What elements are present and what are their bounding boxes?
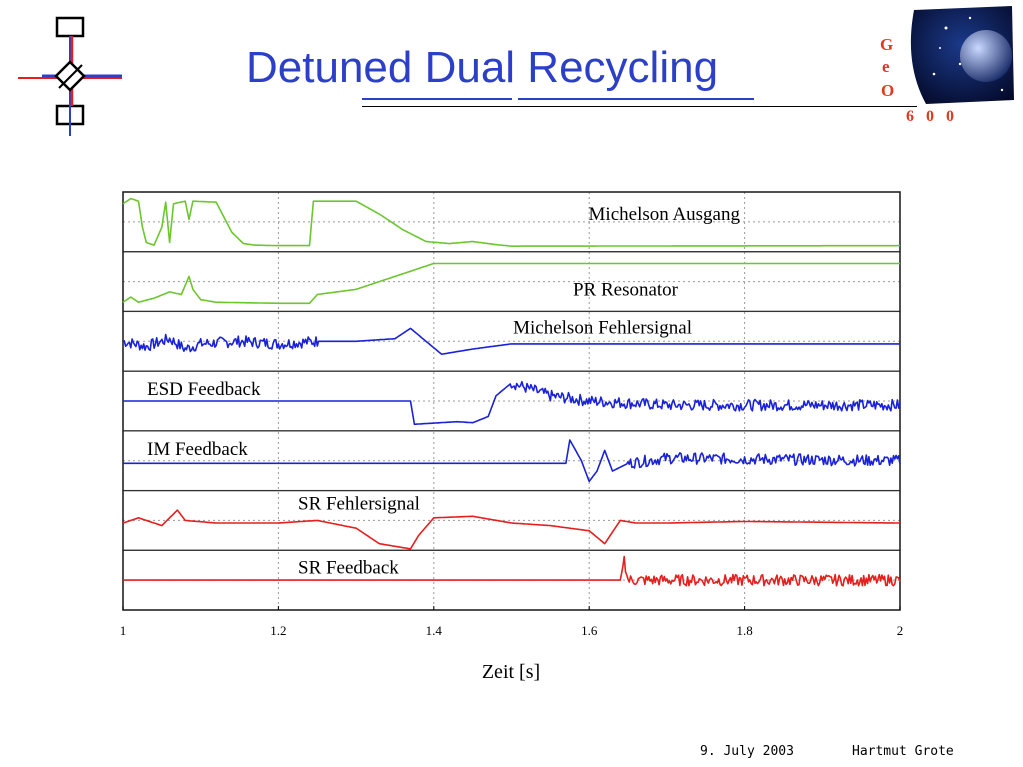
title-underline xyxy=(362,98,512,100)
slide-title: Detuned Dual Recycling xyxy=(246,43,719,92)
geo600-logo: G e O 6 0 0 xyxy=(880,6,1014,125)
series-label: PR Resonator xyxy=(573,280,679,301)
x-tick-label: 1 xyxy=(120,623,127,638)
footer-date: 9. July 2003 xyxy=(700,744,794,759)
series-line xyxy=(123,380,901,426)
x-tick-label: 1.8 xyxy=(736,623,752,638)
title-underline xyxy=(518,98,754,100)
series-label: Michelson Ausgang xyxy=(589,204,741,225)
x-tick-label: 1.2 xyxy=(270,623,286,638)
series-label: IM Feedback xyxy=(147,439,248,460)
series-label: SR Fehlersignal xyxy=(298,494,420,515)
x-tick-label: 1.4 xyxy=(426,623,443,638)
series-label: Michelson Fehlersignal xyxy=(513,317,692,338)
x-tick-label: 2 xyxy=(897,623,904,638)
series-line xyxy=(122,262,900,305)
series-label: ESD Feedback xyxy=(147,379,261,400)
series-line xyxy=(123,555,901,587)
series-line xyxy=(122,509,900,550)
footer-author: Hartmut Grote xyxy=(852,744,954,759)
interferometer-logo xyxy=(18,16,122,136)
x-tick-label: 1.6 xyxy=(581,623,598,638)
x-axis-label: Zeit [s] xyxy=(482,661,540,683)
logo-letter: G xyxy=(880,35,893,54)
series-label: SR Feedback xyxy=(298,557,399,578)
traces xyxy=(122,197,901,587)
planet-icon xyxy=(960,30,1012,82)
series-line xyxy=(123,439,901,483)
logo-number: 6 0 0 xyxy=(906,108,958,125)
series-line xyxy=(122,327,900,355)
series-labels: Michelson Ausgang PR Resonator Michelson F… xyxy=(147,204,740,578)
logo-letter: e xyxy=(882,57,890,76)
series-line xyxy=(122,197,900,247)
interferometer-icon xyxy=(18,16,122,136)
title-rule xyxy=(362,106,917,107)
x-ticks: 1 1.2 1.4 1.6 1.8 2 xyxy=(120,606,904,638)
logo-letter: O xyxy=(881,81,894,100)
